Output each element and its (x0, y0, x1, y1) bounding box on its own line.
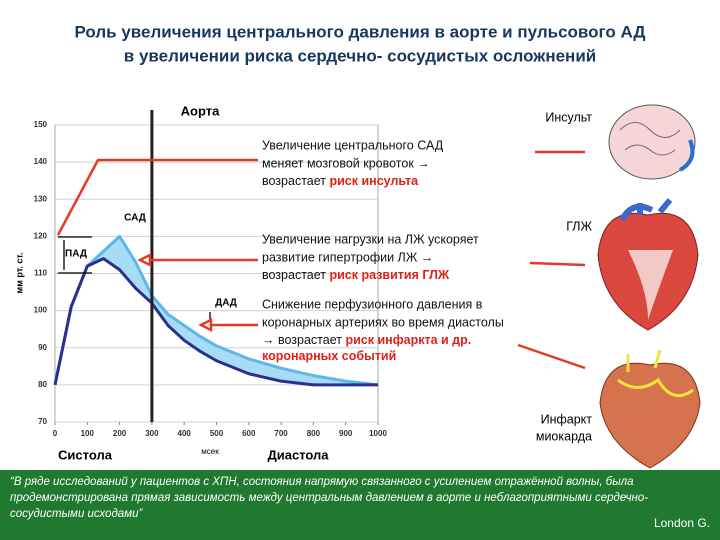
heart (617, 349, 694, 398)
footer-band (0, 470, 720, 540)
risk-arrows (56, 150, 586, 370)
note-highlight: риск развития ГЛЖ (329, 268, 449, 282)
brain (619, 122, 681, 156)
organ-label: ГЛЖ (566, 219, 592, 233)
title-line: Роль увеличения центрального давления в … (74, 22, 645, 41)
note-tail: возрастает (262, 268, 329, 282)
x-tick-label: 800 (307, 429, 321, 438)
pressure-label: ДАД (215, 298, 237, 309)
x-tick-label: 500 (210, 429, 224, 438)
pressure-label: САД (124, 213, 146, 224)
note-line: коронарных событий (262, 349, 396, 363)
x-tick-label: 100 (81, 429, 95, 438)
note-tail: возрастает (262, 174, 329, 188)
risk-line (56, 158, 258, 236)
y-axis-label: мм рт. ст. (14, 253, 24, 294)
x-tick-label: 600 (242, 429, 256, 438)
quote-line: продемонстрирована прямая зависимость ме… (10, 492, 648, 504)
y-tick-label: 80 (38, 380, 47, 389)
x-axis-label: мсек (201, 447, 219, 456)
note-line: коронарных артериях во время диастолы (262, 315, 504, 329)
plot: 70 80 90 100 110 120 130 140 150 0 100 200 300 400 500… (34, 110, 387, 438)
y-tick-label: 90 (38, 343, 47, 352)
note-line: Увеличение нагрузки на ЛЖ ускоряет (262, 232, 479, 246)
note-line: возрастает риск инсульта (262, 174, 419, 188)
notes: Увеличение центрального САД меняет мозгов… (262, 138, 504, 363)
y-tick-label: 120 (34, 231, 48, 240)
phase-label: Систола (58, 447, 113, 462)
x-tick-label: 700 (274, 429, 288, 438)
quote-line: сосудистыми исходами” (10, 508, 143, 520)
pressure-label: ПАД (65, 249, 87, 260)
note-highlight: коронарных событий (262, 349, 396, 363)
x-tick-label: 0 (53, 429, 58, 438)
note-line: → возрастает риск инфаркта и др. (262, 333, 471, 347)
x-tick-label: 1000 (369, 429, 387, 438)
note-highlight: риск инсульта (329, 174, 419, 188)
note-line: развитие гипертрофии ЛЖ → (262, 250, 433, 264)
brain (678, 139, 695, 172)
x-tick-label: 300 (145, 429, 159, 438)
note-line: Увеличение центрального САД (262, 138, 444, 152)
organ-label: Инфаркт (541, 412, 593, 426)
y-tick-label: 130 (34, 194, 48, 203)
chart-title: Аорта (181, 103, 220, 118)
fill-between (55, 236, 378, 385)
organ-label: миокарда (536, 429, 592, 443)
arrow-head (137, 252, 152, 268)
heart (599, 362, 701, 469)
x-tick-label: 900 (339, 429, 353, 438)
note-line: меняет мозговой кровоток → (262, 156, 430, 170)
note-highlight: риск инфаркта и др. (345, 333, 471, 347)
x-tick-label: 400 (178, 429, 192, 438)
phase-label: Диастола (267, 447, 329, 462)
organ-images (597, 104, 701, 469)
x-tick-label: 200 (113, 429, 127, 438)
y-tick-label: 140 (34, 157, 48, 166)
y-tick-label: 110 (34, 269, 47, 278)
y-tick-label: 70 (38, 417, 47, 426)
y-tick-label: 100 (34, 306, 48, 315)
title-line: в увеличении риска сердечно- сосудистых … (124, 46, 596, 65)
heart (628, 250, 673, 320)
footer-source: London G. (654, 516, 710, 530)
risk-line (517, 343, 586, 370)
decorations (58, 236, 211, 324)
heart (619, 198, 673, 222)
series-line (53, 257, 378, 387)
organ-label: Инсульт (545, 110, 592, 124)
arrow-head (198, 317, 213, 333)
note-line: Снижение перфузионного давления в (262, 297, 483, 311)
footer-quote: “В ряде исследований у пациентов с ХПН, … (10, 476, 648, 520)
risk-line (529, 261, 586, 267)
y-tick-label: 150 (34, 120, 48, 129)
note-line: возрастает риск развития ГЛЖ (262, 268, 450, 282)
note-tail: → возрастает (262, 333, 345, 347)
series-line (53, 234, 379, 387)
quote-line: “В ряде исследований у пациентов с ХПН, … (10, 476, 634, 488)
